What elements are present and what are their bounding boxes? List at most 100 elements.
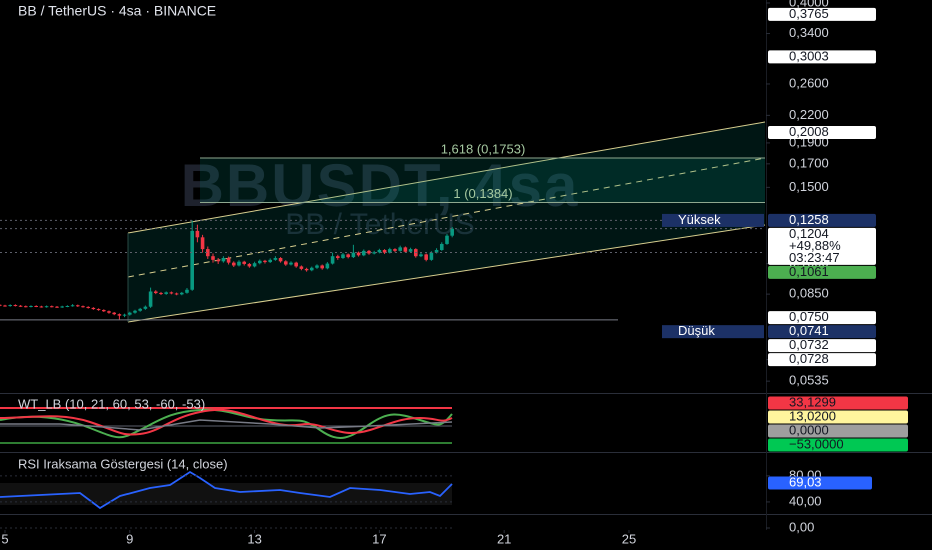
price-tag-label: 0,1204 (789, 226, 829, 241)
candle-body (190, 230, 194, 290)
price-tag (768, 50, 876, 64)
candle-body (434, 249, 439, 253)
candle-body (133, 310, 137, 313)
indicator-tag (768, 410, 908, 424)
price-tag-label: 0,1258 (789, 212, 829, 227)
candle-body (320, 265, 324, 269)
x-tick-label: 5 (1, 531, 8, 546)
candle-body (393, 249, 397, 251)
price-tags: 0,3765 0,3003 0,2008 0,1258 Yüksek 0,1204+49,… (0, 6, 908, 490)
channel-fill (128, 122, 765, 322)
price-tag-label: 0,0750 (789, 309, 829, 324)
fib-zone (200, 158, 765, 203)
price-tag-label: 0,3765 (789, 6, 829, 21)
candle-body (315, 265, 319, 268)
indicator-tag-label: −53,0000 (789, 436, 844, 451)
candle-body (445, 235, 449, 244)
candle-body (8, 305, 13, 307)
indicator-tag-label: 33,1299 (789, 394, 836, 409)
candle-body (34, 305, 38, 307)
candle-body (367, 250, 371, 254)
y-tick-label: 0,4000 (789, 0, 829, 9)
price-tag (768, 325, 876, 339)
candle-body (18, 305, 23, 307)
candle-body (195, 230, 200, 238)
candle-body (335, 256, 340, 259)
candle-body (75, 305, 80, 307)
watermark-symbol: BBUSDT, 4sa (181, 152, 580, 219)
x-tick-label: 25 (622, 531, 636, 546)
candle-body (252, 263, 257, 267)
candle-body (221, 258, 226, 262)
candle-body (403, 247, 408, 252)
indicator-tag (768, 438, 908, 452)
candle-body (450, 228, 454, 236)
candle-body (283, 261, 288, 265)
candle-body (273, 258, 278, 260)
candle-body (148, 291, 153, 307)
candle-body (91, 307, 96, 310)
candle-body (231, 262, 236, 266)
candle-body (174, 293, 179, 295)
price-tag-label: 0,0732 (789, 337, 829, 352)
candle-body (299, 266, 304, 269)
candle-body (382, 249, 387, 253)
y-tick-label: 0,2200 (789, 107, 829, 122)
price-tag-name-box (662, 325, 764, 339)
price-tag-label: 0,1061 (789, 264, 829, 279)
candle-body (143, 306, 148, 309)
price-tag (768, 265, 876, 279)
candle-body (377, 249, 382, 253)
candle-body (164, 292, 168, 294)
candle-body (341, 254, 345, 259)
channel-median (127, 157, 766, 278)
indicator-title: WT_LB (10, 21, 60, 53, -60, -53) (18, 396, 205, 411)
price-tag-label: 0,3003 (789, 48, 829, 63)
fib-group: 1,618 (0,1753) 1 (0,1384) (200, 141, 765, 203)
price-tag (768, 353, 876, 367)
indicator-tag-label: 13,0200 (789, 408, 836, 423)
price-tag (768, 339, 876, 353)
candle-body (96, 309, 101, 311)
countdown: 03:23:47 (789, 250, 840, 265)
candle-body (127, 312, 132, 315)
candle-body (237, 261, 241, 266)
y-tick-label: 0,0850 (789, 286, 829, 301)
candle-body (361, 250, 366, 256)
indicator-title: RSI Iraksama Göstergesi (14, close) (18, 456, 228, 471)
y-tick-label: 0,0535 (789, 373, 829, 388)
price-tag (768, 227, 876, 265)
watermark: BBUSDT, 4sa BB / TetherUS (181, 152, 580, 241)
candle-body (185, 289, 189, 293)
candle-body (346, 254, 350, 258)
indicator-tag (768, 396, 908, 410)
candle-body (86, 306, 90, 308)
price-tag-name: Düşük (678, 323, 715, 338)
candle-body (372, 252, 376, 254)
candle-body (278, 258, 283, 262)
candle-body (24, 306, 28, 308)
candle-body (408, 249, 413, 252)
watermark-name: BB / TetherUS (285, 208, 475, 241)
candle-body (242, 261, 246, 264)
wt-line-avg (0, 419, 453, 431)
x-tick-label: 13 (247, 531, 261, 546)
candle-body (55, 306, 59, 308)
candle-body (44, 306, 49, 308)
indicator-tick-label: 0,00 (789, 519, 814, 534)
candle-body (257, 260, 262, 264)
candles (0, 220, 454, 320)
fib-label: 1 (0,1384) (453, 186, 512, 201)
wt-pane-lines (0, 407, 453, 444)
candle-body (226, 258, 231, 263)
candle-body (29, 305, 33, 307)
y-tick-label: 0,3400 (789, 25, 829, 40)
indicator-tick-label: 40,00 (789, 493, 822, 508)
candle-body (101, 310, 106, 312)
candle-body (247, 263, 252, 267)
candle-body (200, 237, 205, 250)
candle-body (398, 247, 402, 251)
candle-body (294, 262, 298, 267)
price-tag (768, 311, 876, 325)
fib-label: 1,618 (0,1753) (441, 141, 526, 156)
